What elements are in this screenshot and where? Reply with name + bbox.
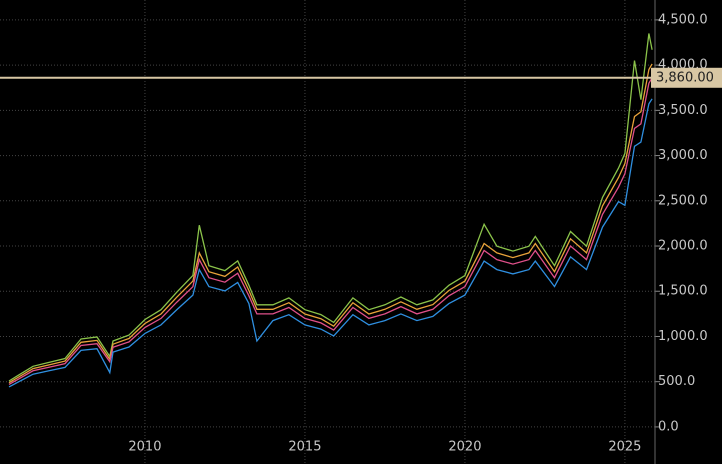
reference-label: 3,860.00 xyxy=(656,70,714,85)
y-tick-label: 0.0 xyxy=(658,419,679,434)
y-tick-label: 4,500.0 xyxy=(658,12,708,27)
y-tick-label: 2,500.0 xyxy=(658,193,708,208)
x-tick-label: 2025 xyxy=(608,440,641,455)
y-tick-label: 1,000.0 xyxy=(658,329,708,344)
reference-label-box xyxy=(651,67,722,88)
y-tick-label: 3,000.0 xyxy=(658,148,708,163)
series-line xyxy=(8,33,653,382)
series-line xyxy=(8,98,653,388)
y-tick-label: 500.0 xyxy=(658,374,695,389)
x-tick-label: 2020 xyxy=(448,440,481,455)
series-line xyxy=(8,77,653,385)
y-tick-label: 2,000.0 xyxy=(658,239,708,254)
x-tick-label: 2015 xyxy=(288,440,321,455)
y-tick-label: 3,500.0 xyxy=(658,103,708,118)
y-tick-label: 1,500.0 xyxy=(658,284,708,299)
series-line xyxy=(8,63,653,384)
x-tick-label: 2010 xyxy=(128,440,161,455)
